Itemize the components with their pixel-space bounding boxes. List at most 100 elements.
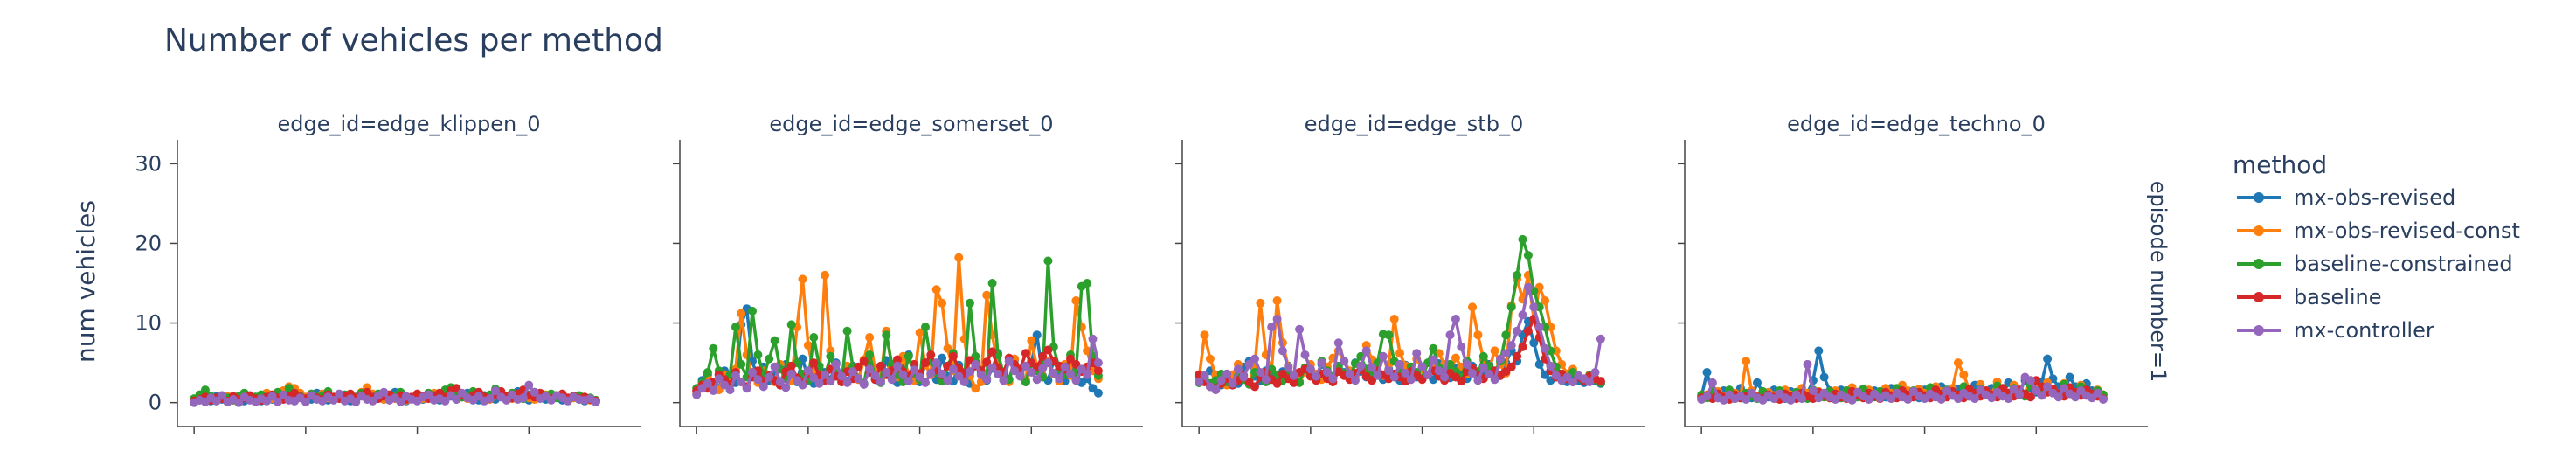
data-point (1468, 369, 1477, 378)
data-point (1513, 326, 1522, 336)
legend-item: baseline-constrained (2237, 252, 2513, 276)
data-point (1518, 234, 1527, 244)
data-point (1384, 330, 1394, 340)
data-point (1429, 343, 1438, 353)
data-point (267, 392, 277, 401)
data-point (1378, 351, 1388, 361)
y-tick-label: 0 (149, 391, 162, 415)
data-point (1568, 378, 1577, 386)
y-tick-label: 10 (135, 311, 162, 336)
data-point (831, 359, 841, 369)
data-point (753, 350, 763, 359)
data-point (971, 384, 980, 393)
data-point (1289, 371, 1298, 380)
legend-swatch-marker (2254, 192, 2264, 203)
data-point (1256, 368, 1265, 377)
data-point (938, 369, 947, 378)
data-point (1043, 345, 1053, 355)
data-point (1468, 302, 1477, 312)
data-point (887, 375, 897, 385)
legend-label: mx-controller (2294, 318, 2434, 343)
data-point (1590, 368, 1600, 377)
data-point (1312, 371, 1321, 381)
data-point (1478, 363, 1488, 372)
data-point (809, 358, 819, 368)
data-point (826, 351, 835, 361)
data-point (1066, 354, 1075, 364)
legend-item: baseline (2237, 285, 2382, 309)
data-point (1501, 349, 1511, 358)
data-point (351, 397, 361, 406)
data-point (765, 372, 774, 382)
legend-item: mx-obs-revised-const (2237, 219, 2520, 243)
data-point (809, 333, 819, 342)
data-point (530, 387, 539, 397)
facet-panel: edge_id=edge_stb_0 (1175, 112, 1645, 434)
data-point (1272, 296, 1282, 305)
data-point (1412, 349, 1422, 358)
data-point (1786, 395, 1796, 405)
data-point (786, 369, 796, 378)
data-point (781, 383, 791, 392)
data-point (898, 370, 908, 379)
legend-swatch-marker (2254, 292, 2264, 302)
data-point (1055, 374, 1064, 384)
data-point (1351, 376, 1360, 385)
data-point (926, 350, 936, 359)
data-point (982, 375, 992, 385)
data-point (1473, 376, 1483, 385)
data-point (1233, 364, 1243, 374)
data-point (770, 336, 779, 345)
data-point (915, 372, 924, 382)
data-point (971, 359, 980, 369)
data-point (2098, 395, 2108, 404)
data-point (1529, 302, 1539, 312)
legend-swatch-marker (2254, 226, 2264, 236)
data-point (1819, 372, 1829, 382)
data-point (1501, 330, 1511, 340)
data-point (725, 385, 735, 395)
data-point (1513, 270, 1522, 280)
data-point (1742, 357, 1751, 366)
data-point (1518, 342, 1527, 351)
series-mx-controller (692, 334, 1103, 399)
data-point (758, 382, 768, 392)
data-point (1440, 372, 1450, 382)
data-point (2043, 382, 2053, 392)
data-point (1239, 372, 1249, 382)
data-point (1803, 359, 1812, 369)
data-point (1936, 395, 1946, 404)
data-point (1250, 354, 1259, 364)
data-point (1066, 369, 1075, 378)
data-point (1518, 310, 1527, 320)
data-point (865, 350, 875, 359)
data-point (1272, 315, 1282, 323)
data-point (2025, 376, 2035, 385)
data-point (842, 378, 852, 387)
data-point (803, 341, 813, 350)
data-point (1038, 364, 1048, 373)
data-point (775, 378, 785, 386)
data-point (1434, 366, 1444, 376)
data-point (1523, 282, 1533, 292)
data-point (786, 361, 796, 371)
data-point (814, 378, 824, 388)
data-point (1256, 298, 1265, 308)
data-point (966, 367, 974, 377)
data-point (1043, 256, 1053, 266)
data-point (848, 367, 857, 377)
data-point (994, 369, 1002, 378)
data-point (1278, 346, 1287, 356)
legend-item: mx-obs-revised (2237, 185, 2455, 210)
data-point (1445, 330, 1455, 340)
data-point (737, 309, 746, 318)
facet-title: edge_id=edge_stb_0 (1305, 112, 1523, 136)
data-point (865, 364, 875, 374)
data-point (1987, 393, 1997, 403)
data-point (1523, 326, 1533, 336)
data-point (1585, 378, 1595, 386)
data-point (1032, 330, 1042, 340)
data-point (1272, 378, 1282, 388)
data-point (1222, 369, 1232, 378)
